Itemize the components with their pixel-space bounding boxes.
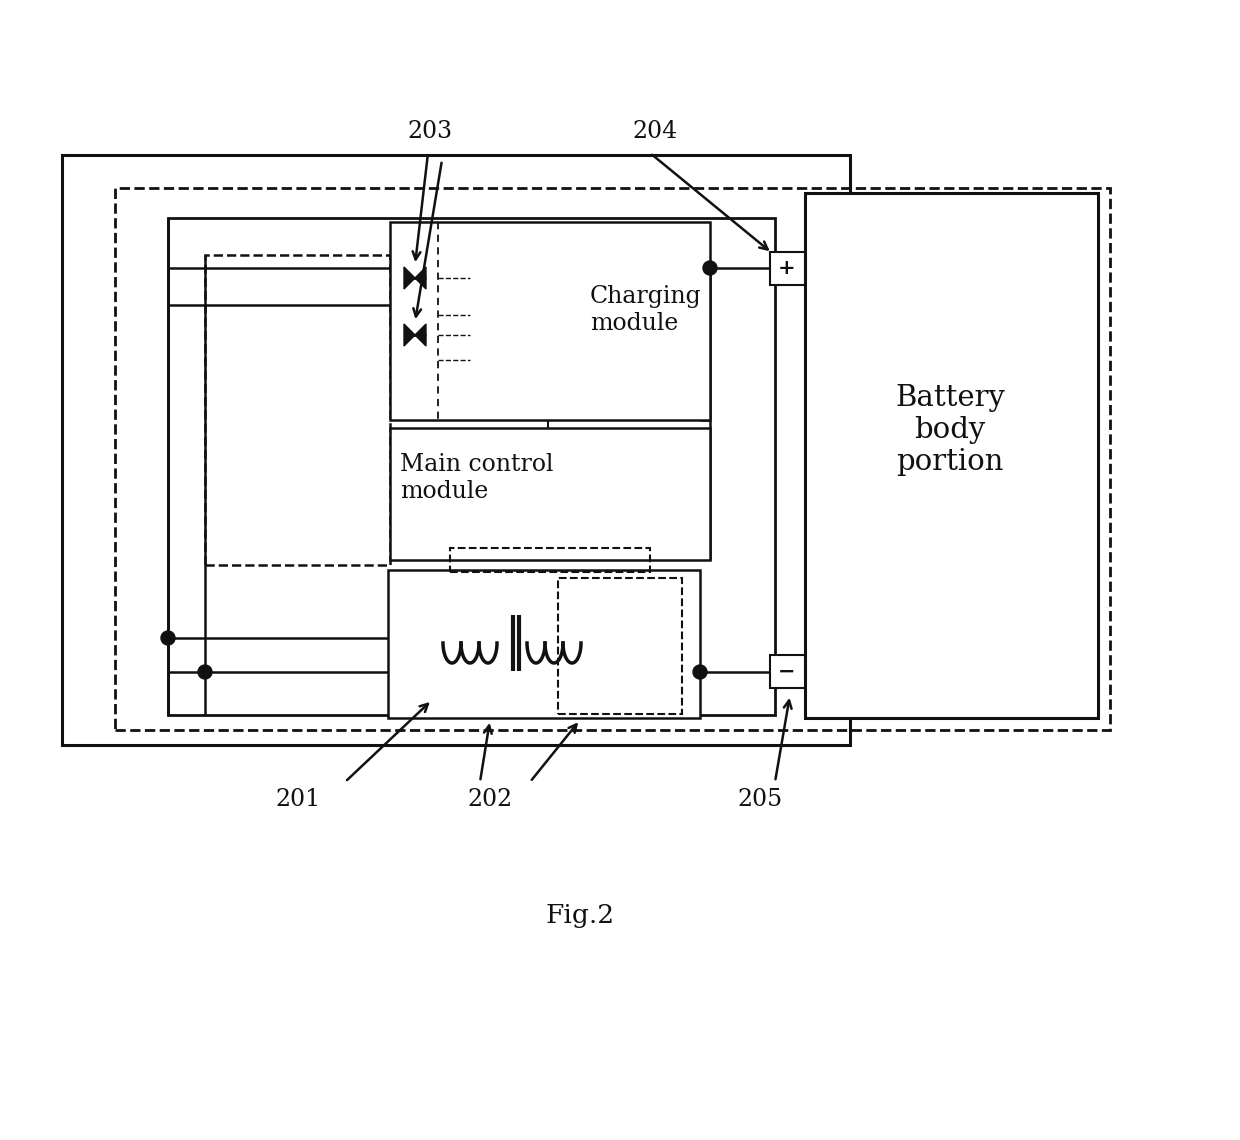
Text: 201: 201 [275,789,321,812]
Circle shape [161,632,175,645]
Polygon shape [404,267,415,290]
Bar [388,570,701,718]
Bar [205,255,391,565]
Text: Battery
body
portion: Battery body portion [895,383,1004,477]
Circle shape [693,665,707,679]
Bar [770,252,805,285]
Bar [450,548,650,572]
Polygon shape [404,324,415,347]
Text: 202: 202 [467,789,512,812]
Text: +: + [779,258,796,278]
Text: 205: 205 [738,789,782,812]
Bar [115,188,1110,730]
Bar [391,222,711,420]
Polygon shape [415,267,427,290]
Text: Fig.2: Fig.2 [546,903,615,928]
Bar [805,193,1097,718]
Text: Main control
module: Main control module [401,454,553,503]
Bar [167,218,775,715]
Text: −: − [779,662,796,682]
Text: 203: 203 [408,121,453,144]
Text: 204: 204 [632,121,677,144]
Polygon shape [415,324,427,347]
Bar [558,578,682,714]
Circle shape [703,261,717,275]
Circle shape [198,665,212,679]
Text: Charging
module: Charging module [590,285,702,335]
Bar [770,656,805,689]
Bar [62,155,849,746]
Bar [391,428,711,560]
